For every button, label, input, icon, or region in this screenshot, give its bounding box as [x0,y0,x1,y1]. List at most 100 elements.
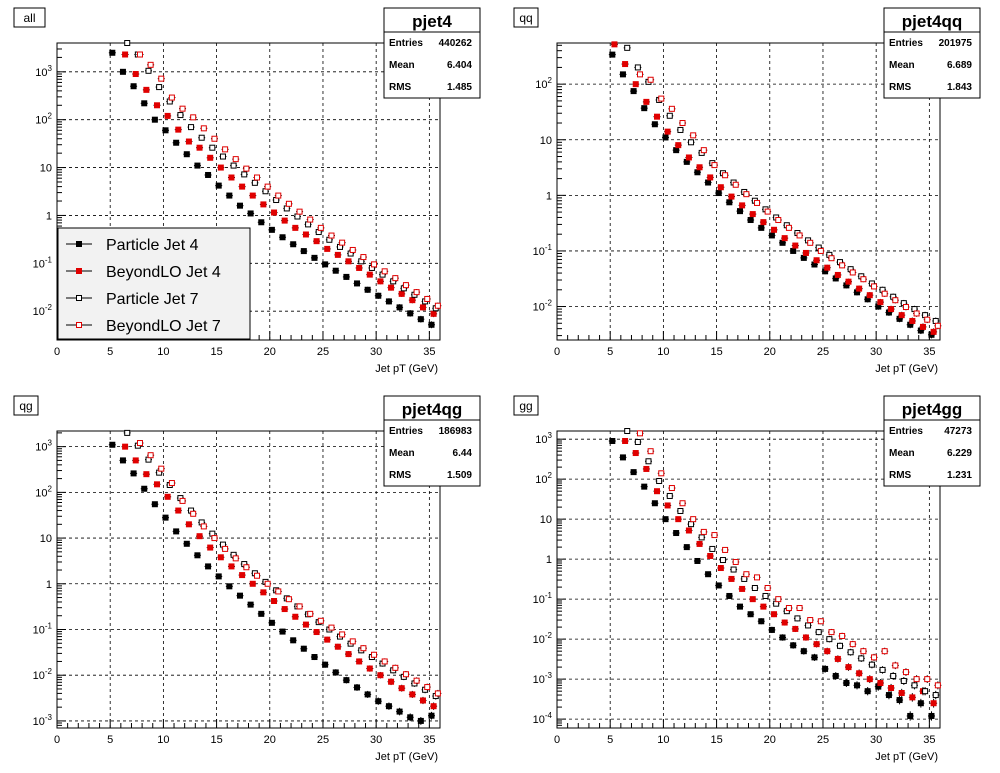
stats-box-title: pjet4gg [902,400,962,419]
point-marker [711,162,718,169]
point-marker [402,282,409,289]
point-marker [275,588,282,595]
data-point [770,611,778,618]
stats-value: 6.229 [947,448,972,459]
y-axis-ticks [57,432,66,729]
point-marker [668,485,675,492]
point-marker [711,532,718,539]
data-point [374,292,382,299]
data-point [623,428,631,434]
point-marker [849,641,856,648]
data-point [176,112,184,119]
point-marker [147,61,154,68]
data-point [906,711,914,721]
data-point [845,278,853,285]
point-marker [641,483,648,490]
point-marker [705,571,712,578]
point-marker [662,134,669,141]
data-point [140,485,148,492]
data-point [706,552,714,559]
data-point [855,285,863,292]
data-point [140,100,148,107]
y-tick-exponent: -2 [45,303,53,312]
data-point [217,164,225,171]
data-point [642,465,650,472]
point-marker [334,251,341,258]
data-point [891,297,899,304]
point-marker [409,691,416,698]
y-tick-base: 10 [533,634,545,646]
data-point [715,190,723,197]
point-marker [845,278,852,285]
point-marker [322,661,329,668]
data-point [396,707,404,716]
data-point [610,41,618,48]
y-tick-base: 10 [535,434,547,446]
point-marker [813,257,820,264]
point-marker [294,213,301,220]
data-point [664,128,672,135]
point-marker [188,124,195,131]
data-point [685,527,693,534]
data-point [623,44,631,51]
data-point [923,675,931,684]
point-marker [656,477,663,484]
data-point [291,613,299,620]
data-point [644,458,652,465]
data-point [119,68,127,75]
x-tick-label: 15 [710,346,722,358]
x-axis-label: Jet pT (GeV) [375,363,438,375]
point-marker [215,182,222,189]
point-marker [305,221,312,228]
point-marker [796,232,803,239]
series-particle-jet-4 [608,51,935,339]
data-point [813,257,821,264]
data-point [855,669,863,678]
point-marker [124,40,131,46]
point-marker [726,592,733,599]
data-point [406,713,414,722]
point-marker [771,611,778,618]
point-marker [311,254,318,261]
point-marker [366,665,373,672]
data-point [796,605,804,612]
data-point [151,501,159,508]
legend-entry: BeyondLO Jet 4 [66,264,221,281]
point-marker [928,712,935,719]
y-tick-base: 10 [540,514,552,526]
data-point [391,275,399,282]
point-marker [907,712,914,719]
x-tick-label: 0 [554,734,560,746]
data-point [640,483,648,490]
x-tick-label: 35 [923,346,935,358]
data-point [742,191,750,198]
point-marker [317,224,324,231]
point-marker [817,247,824,254]
data-point [672,147,680,154]
y-tick-label: 102 [35,112,52,127]
stats-box-title: pjet4 [412,12,452,31]
data-point [270,598,278,605]
point-marker [839,632,846,639]
point-marker [728,575,735,582]
y-tick-base: 1 [46,210,52,222]
data-point [725,592,733,599]
point-marker [164,493,171,500]
data-point [334,251,342,258]
data-point [838,632,846,640]
point-marker [930,328,937,335]
data-point [323,636,331,643]
data-point [932,690,940,700]
point-marker [260,201,267,208]
point-marker [694,169,701,176]
data-point [419,696,427,705]
data-point [434,302,442,309]
legend-entry: BeyondLO Jet 7 [66,318,221,335]
point-marker [700,528,707,535]
data-point [281,217,289,224]
point-marker [877,680,884,687]
data-point [747,611,755,618]
data-point [242,165,250,172]
data-point [189,114,197,121]
data-point [881,290,889,297]
